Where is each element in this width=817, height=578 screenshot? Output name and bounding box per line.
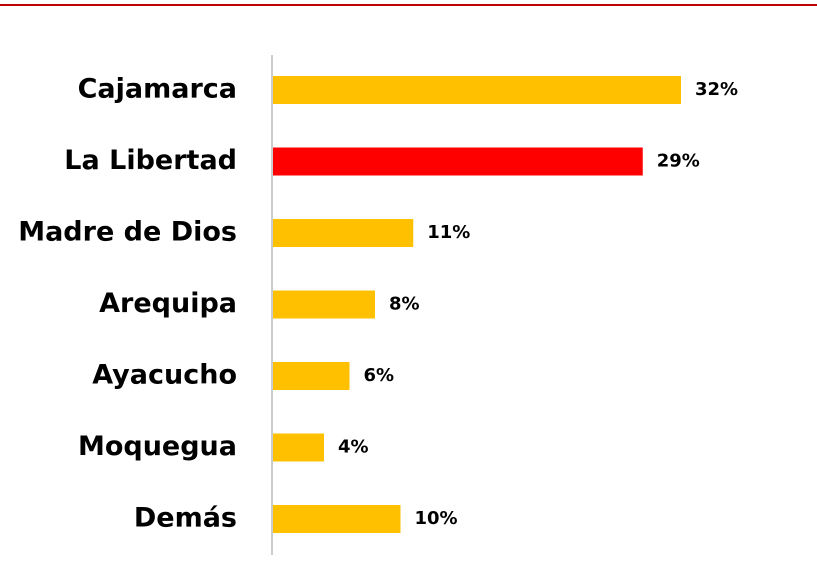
value-label: 4% <box>338 437 369 458</box>
bar <box>273 290 375 319</box>
category-label: Moquegua <box>78 431 237 462</box>
bar <box>273 505 401 533</box>
value-label: 10% <box>415 508 458 529</box>
bar <box>273 147 643 176</box>
bar <box>273 76 681 104</box>
category-label: Demás <box>134 503 237 534</box>
value-label: 11% <box>427 222 470 243</box>
category-label: Madre de Dios <box>18 217 237 248</box>
category-label: Ayacucho <box>92 360 237 391</box>
bar <box>273 433 324 462</box>
category-label: Cajamarca <box>78 74 237 105</box>
category-label: Arequipa <box>99 288 237 319</box>
value-label: 8% <box>389 294 420 315</box>
value-label: 32% <box>695 79 738 100</box>
bar <box>273 219 414 247</box>
category-label: La Libertad <box>64 145 237 176</box>
value-label: 6% <box>364 365 395 386</box>
bar <box>273 362 350 390</box>
value-label: 29% <box>657 151 700 172</box>
